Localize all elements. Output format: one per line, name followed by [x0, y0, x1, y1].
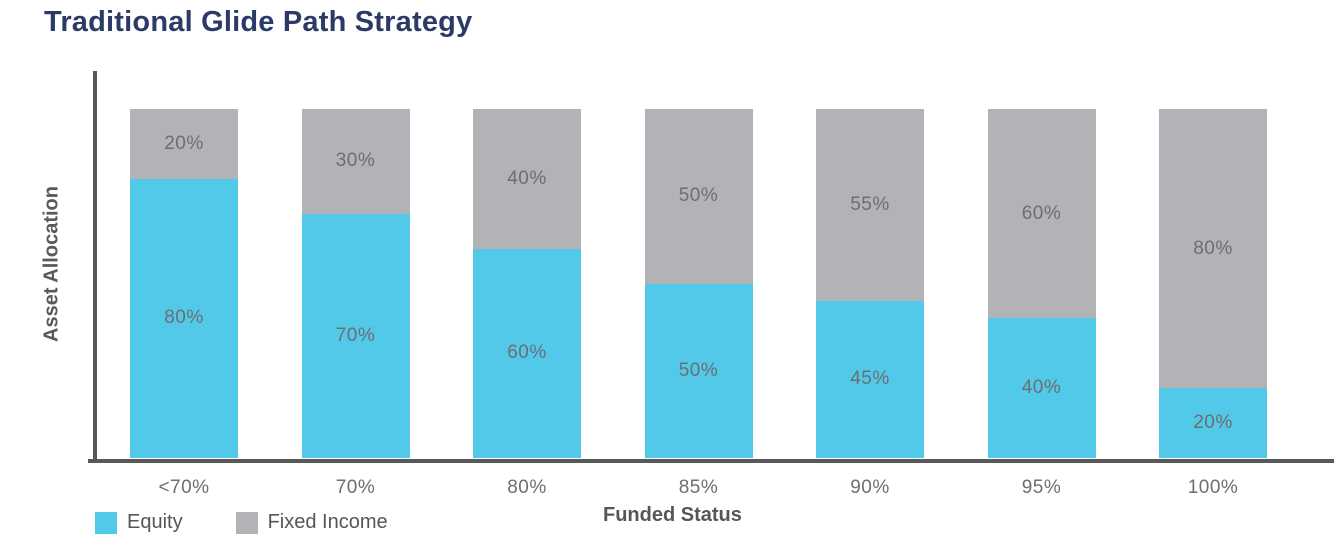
segment-value-label: 20%: [164, 132, 204, 154]
equity-segment: 70%: [301, 213, 410, 458]
legend-item-fixed-income: Fixed Income: [235, 511, 388, 534]
chart-title: Traditional Glide Path Strategy: [44, 6, 473, 38]
legend-label-fixed-income: Fixed Income: [267, 511, 388, 533]
fixed-income-segment: 60%: [987, 109, 1096, 319]
bar-100: 80% 20%: [1159, 109, 1267, 458]
y-axis-label: Asset Allocation: [40, 186, 63, 342]
equity-segment: 20%: [1159, 388, 1267, 458]
ticks-row: <70% 70% 80% 85% 90% 95% 100%: [130, 477, 1267, 499]
legend-label-equity: Equity: [127, 511, 183, 533]
x-axis-line: [88, 459, 1334, 463]
segment-value-label: 40%: [507, 167, 547, 189]
bar-70: 20% 80%: [130, 109, 238, 458]
legend-item-equity: Equity: [95, 511, 183, 534]
segment-value-label: 80%: [164, 307, 204, 329]
equity-segment: 40%: [987, 318, 1096, 458]
segment-value-label: 50%: [678, 359, 719, 381]
x-tick-label: 70%: [335, 477, 376, 498]
segment-value-label: 45%: [850, 368, 890, 390]
segment-value-label: 80%: [1193, 237, 1233, 259]
bars-row: 20% 80% 30% 70% 40% 60% 50% 50% 55% 45% 60% 40% 80% 2…: [130, 109, 1267, 458]
equity-swatch-icon: [95, 511, 117, 534]
fixed-income-segment: 80%: [1159, 109, 1267, 389]
x-tick-label: 95%: [1021, 477, 1062, 498]
bar-85: 50% 50%: [644, 109, 753, 458]
segment-value-label: 20%: [1193, 412, 1233, 434]
equity-segment: 50%: [644, 283, 753, 458]
fixed-income-segment: 40%: [473, 109, 581, 249]
x-tick-label: 80%: [507, 477, 547, 498]
fixed-income-segment: 30%: [301, 109, 410, 214]
legend: Equity Fixed Income: [95, 511, 388, 534]
segment-value-label: 60%: [507, 342, 547, 364]
x-tick-label: 85%: [678, 477, 719, 498]
segment-value-label: 40%: [1021, 377, 1062, 399]
segment-value-label: 55%: [850, 193, 890, 215]
bar-90: 55% 45%: [816, 109, 924, 458]
fixed-income-segment: 20%: [130, 109, 238, 179]
x-tick-label: 100%: [1187, 477, 1239, 498]
x-axis-title: Funded Status: [603, 504, 742, 526]
segment-value-label: 60%: [1021, 202, 1062, 224]
bar-70: 30% 70%: [301, 109, 410, 458]
x-tick-label: <70%: [158, 477, 210, 498]
fixed-income-segment: 50%: [644, 109, 753, 284]
equity-segment: 80%: [130, 178, 238, 458]
equity-segment: 45%: [816, 300, 924, 458]
segment-value-label: 70%: [335, 324, 376, 346]
fixed-income-segment: 55%: [816, 109, 924, 301]
segment-value-label: 50%: [678, 185, 719, 207]
y-axis-line: [93, 71, 97, 463]
bar-80: 40% 60%: [473, 109, 581, 458]
equity-segment: 60%: [473, 248, 581, 458]
fixed-income-swatch-icon: [235, 511, 258, 534]
segment-value-label: 30%: [335, 150, 376, 172]
bar-95: 60% 40%: [987, 109, 1096, 458]
x-tick-label: 90%: [850, 477, 890, 498]
